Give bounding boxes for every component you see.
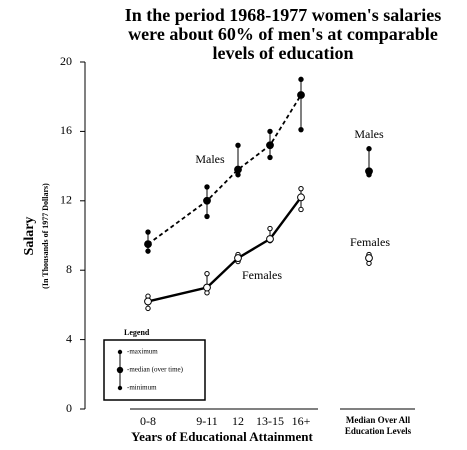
median-dot	[297, 91, 305, 99]
max-dot	[145, 229, 151, 235]
median-dot	[203, 196, 211, 205]
legend-title: Legend	[124, 328, 150, 337]
y-tick-label: 0	[66, 401, 72, 415]
x-tick-label: 0-8	[140, 414, 156, 428]
min-dot	[267, 154, 273, 161]
y-axis-subtitle: (In Thousands of 1977 Dollars)	[41, 183, 50, 289]
min-dot	[145, 248, 151, 254]
summary-label: Median Over All	[346, 415, 411, 425]
median-dot	[365, 167, 373, 176]
max-dot	[298, 185, 304, 192]
x-tick-label: 13-15	[256, 414, 284, 428]
x-tick-label: 16+	[292, 414, 311, 428]
max-dot	[204, 184, 210, 190]
y-tick-label: 8	[66, 262, 72, 276]
median-dot	[266, 141, 274, 150]
max-dot	[235, 142, 241, 148]
median-dot	[365, 254, 373, 262]
legend-marker	[116, 366, 124, 374]
min-dot	[298, 126, 304, 133]
median-dot	[234, 254, 242, 262]
series-label: Females	[242, 268, 282, 282]
min-dot	[145, 305, 151, 312]
legend-box	[103, 339, 206, 401]
legend-marker	[117, 349, 123, 355]
legend-item: -median (over time)	[127, 366, 184, 374]
median-line	[147, 94, 302, 245]
legend-item: -minimum	[127, 384, 157, 392]
median-dot	[297, 193, 305, 202]
max-dot	[298, 76, 304, 83]
summary-series-label: Males	[354, 127, 384, 141]
y-tick-label: 4	[66, 331, 72, 345]
max-dot	[204, 270, 210, 277]
series-label: Males	[195, 152, 225, 166]
max-dot	[366, 146, 372, 152]
y-tick-label: 20	[60, 54, 72, 68]
x-tick-label: 9-11	[196, 414, 218, 428]
max-dot	[267, 225, 273, 232]
median-dot	[203, 283, 211, 292]
legend-marker	[117, 385, 123, 391]
median-dot	[234, 165, 242, 174]
median-line	[147, 196, 302, 303]
summary-label: Education Levels	[345, 426, 412, 436]
y-tick-label: 12	[60, 193, 72, 207]
x-tick-label: 12	[232, 414, 244, 428]
legend-item: -maximum	[127, 348, 158, 356]
chart-title: In the period 1968-1977 women's salaries…	[124, 5, 442, 63]
max-dot	[267, 128, 273, 135]
median-dot	[144, 297, 152, 306]
summary-series-label: Females	[350, 235, 390, 249]
median-dot	[144, 240, 152, 249]
y-tick-label: 16	[60, 123, 72, 137]
x-axis-title: Years of Educational Attainment	[131, 429, 313, 444]
min-dot	[298, 206, 304, 213]
y-axis-title: Salary	[22, 217, 37, 256]
median-dot	[266, 235, 274, 243]
min-dot	[204, 213, 210, 220]
